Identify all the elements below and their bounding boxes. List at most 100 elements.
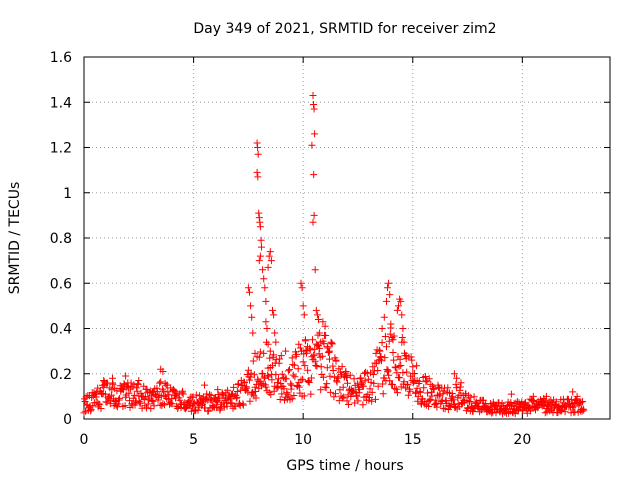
data-point [409, 363, 417, 371]
data-point [298, 284, 306, 292]
data-point [396, 374, 404, 382]
data-point [457, 379, 465, 387]
data-point [339, 383, 347, 391]
data-point [233, 388, 241, 395]
data-point [433, 403, 441, 411]
data-point [319, 373, 327, 381]
grid-lines [84, 57, 610, 419]
data-point [495, 399, 503, 407]
data-point [389, 349, 397, 356]
data-point [284, 367, 292, 375]
data-point [507, 390, 515, 398]
data-point [95, 401, 103, 408]
data-point [214, 386, 222, 394]
data-point [311, 130, 319, 138]
data-point [318, 352, 326, 360]
data-point [128, 400, 136, 408]
data-point [168, 400, 176, 408]
data-point [342, 368, 350, 375]
data-point [251, 349, 259, 357]
data-point [390, 356, 398, 364]
data-point [449, 393, 457, 401]
data-point [569, 388, 577, 396]
data-point [244, 284, 252, 292]
data-point [383, 297, 390, 305]
data-point [287, 385, 295, 393]
data-point [332, 390, 339, 398]
data-point [231, 402, 239, 410]
data-point [384, 284, 391, 292]
data-point [374, 367, 382, 374]
data-point [408, 356, 416, 364]
data-point [267, 391, 275, 399]
data-point [399, 325, 407, 332]
data-point [252, 388, 259, 395]
data-point [369, 371, 377, 378]
data-point [192, 391, 200, 399]
data-point [268, 376, 276, 384]
data-point [542, 392, 550, 400]
data-point [132, 398, 140, 406]
data-point [97, 405, 105, 412]
data-point [282, 347, 290, 355]
data-point [386, 291, 394, 299]
data-point [398, 311, 406, 319]
data-point [345, 401, 353, 408]
x-tick-label: 5 [189, 432, 198, 448]
data-point [153, 388, 161, 396]
data-point [378, 339, 386, 347]
data-point [118, 385, 126, 393]
data-point [109, 380, 117, 388]
data-point [347, 393, 355, 400]
data-point [361, 377, 369, 385]
data-point [391, 384, 399, 392]
data-point [112, 401, 120, 409]
data-point [283, 389, 291, 397]
data-point [561, 408, 569, 416]
data-point [385, 279, 393, 287]
data-point [80, 409, 88, 417]
data-point [389, 336, 397, 344]
data-point [381, 354, 389, 362]
data-point [390, 332, 398, 340]
data-point [546, 407, 554, 415]
data-point [396, 355, 404, 363]
data-point [557, 407, 565, 415]
data-point [148, 397, 156, 404]
data-point [309, 218, 317, 226]
data-point [282, 375, 290, 383]
x-tick-label: 20 [513, 432, 531, 448]
data-point [288, 354, 296, 362]
data-point [295, 340, 303, 348]
data-point [386, 330, 394, 338]
data-point [310, 171, 318, 179]
data-point [157, 378, 165, 386]
data-point [393, 389, 401, 397]
data-point [323, 364, 331, 372]
data-point [278, 390, 286, 398]
data-point [246, 288, 253, 296]
data-point [260, 349, 268, 357]
data-point [344, 379, 351, 387]
data-point [255, 257, 263, 265]
data-point [307, 390, 315, 398]
data-point [441, 405, 449, 413]
data-point [380, 313, 388, 321]
data-point [159, 400, 167, 408]
data-point [378, 357, 385, 365]
data-point [368, 397, 376, 405]
data-point [393, 369, 401, 377]
data-point [259, 266, 267, 274]
data-point [299, 302, 307, 310]
data-point [256, 223, 264, 231]
data-point [469, 408, 477, 416]
data-point [580, 406, 588, 414]
axis-ticks: 0 0.2 0.4 0.6 0.8 1 1.2 1.4 1.6 0 5 10 15 20 [50, 50, 610, 448]
data-point [280, 385, 288, 393]
data-point [305, 379, 313, 386]
data-point [470, 393, 478, 401]
data-point [134, 380, 142, 388]
data-point [392, 364, 400, 372]
data-point [301, 336, 309, 344]
data-point [256, 218, 264, 226]
